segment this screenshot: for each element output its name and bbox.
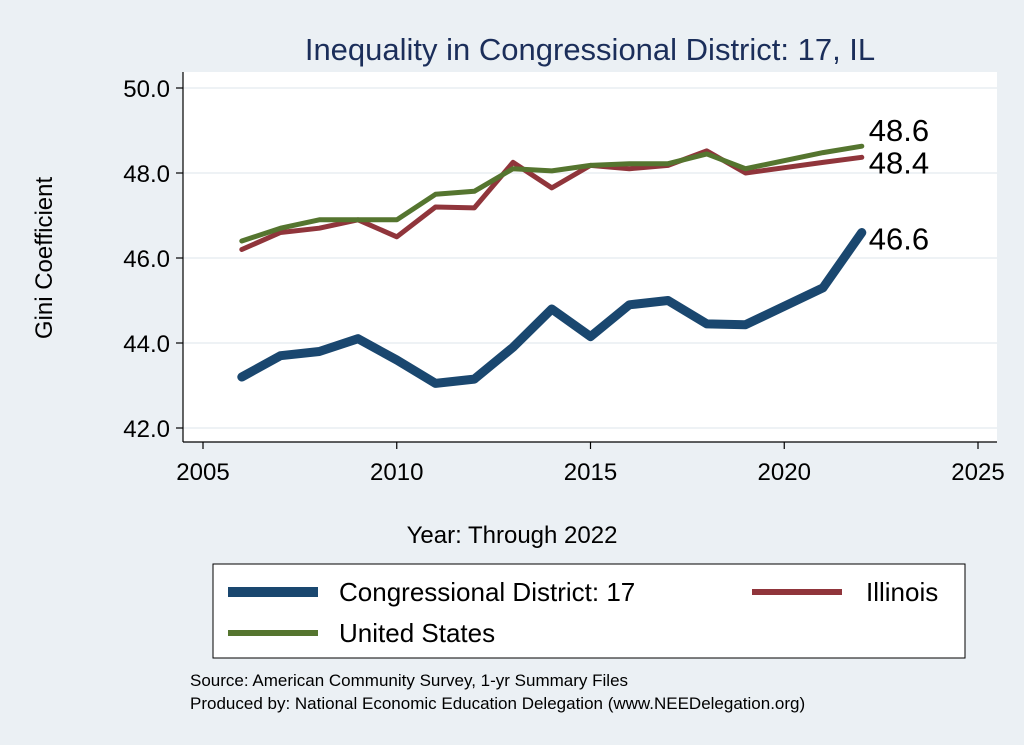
end-value-label-illinois: 48.4 [869, 145, 929, 180]
y-tick-label: 50.0 [123, 76, 170, 103]
end-value-label-district: 46.6 [869, 222, 929, 257]
legend-label-united-states: United States [339, 618, 495, 648]
y-tick-label: 42.0 [123, 416, 170, 443]
x-tick-label: 2020 [758, 459, 811, 486]
legend-box [212, 563, 966, 659]
source-note: Source: American Community Survey, 1-yr … [190, 671, 628, 690]
y-tick-label: 48.0 [123, 161, 170, 188]
y-tick-label: 44.0 [123, 331, 170, 358]
x-tick-label: 2005 [176, 459, 229, 486]
x-tick-label: 2010 [370, 459, 423, 486]
plot-area [183, 72, 997, 442]
x-tick-label: 2015 [564, 459, 617, 486]
legend-label-illinois: Illinois [866, 577, 938, 607]
end-value-label-united-states: 48.6 [869, 113, 929, 148]
y-axis-title: Gini Coefficient [31, 177, 58, 340]
y-tick-label: 46.0 [123, 246, 170, 273]
legend: Congressional District: 17 Illinois Unit… [212, 563, 966, 659]
series-line-united-states [239, 143, 865, 244]
x-tick-label: 2025 [951, 459, 1004, 486]
x-axis-title: Year: Through 2022 [407, 522, 618, 549]
legend-label-district: Congressional District: 17 [339, 577, 635, 607]
chart-title: Inequality in Congressional District: 17… [305, 32, 875, 67]
producer-note: Produced by: National Economic Education… [190, 694, 805, 713]
series-line-district [237, 228, 867, 388]
